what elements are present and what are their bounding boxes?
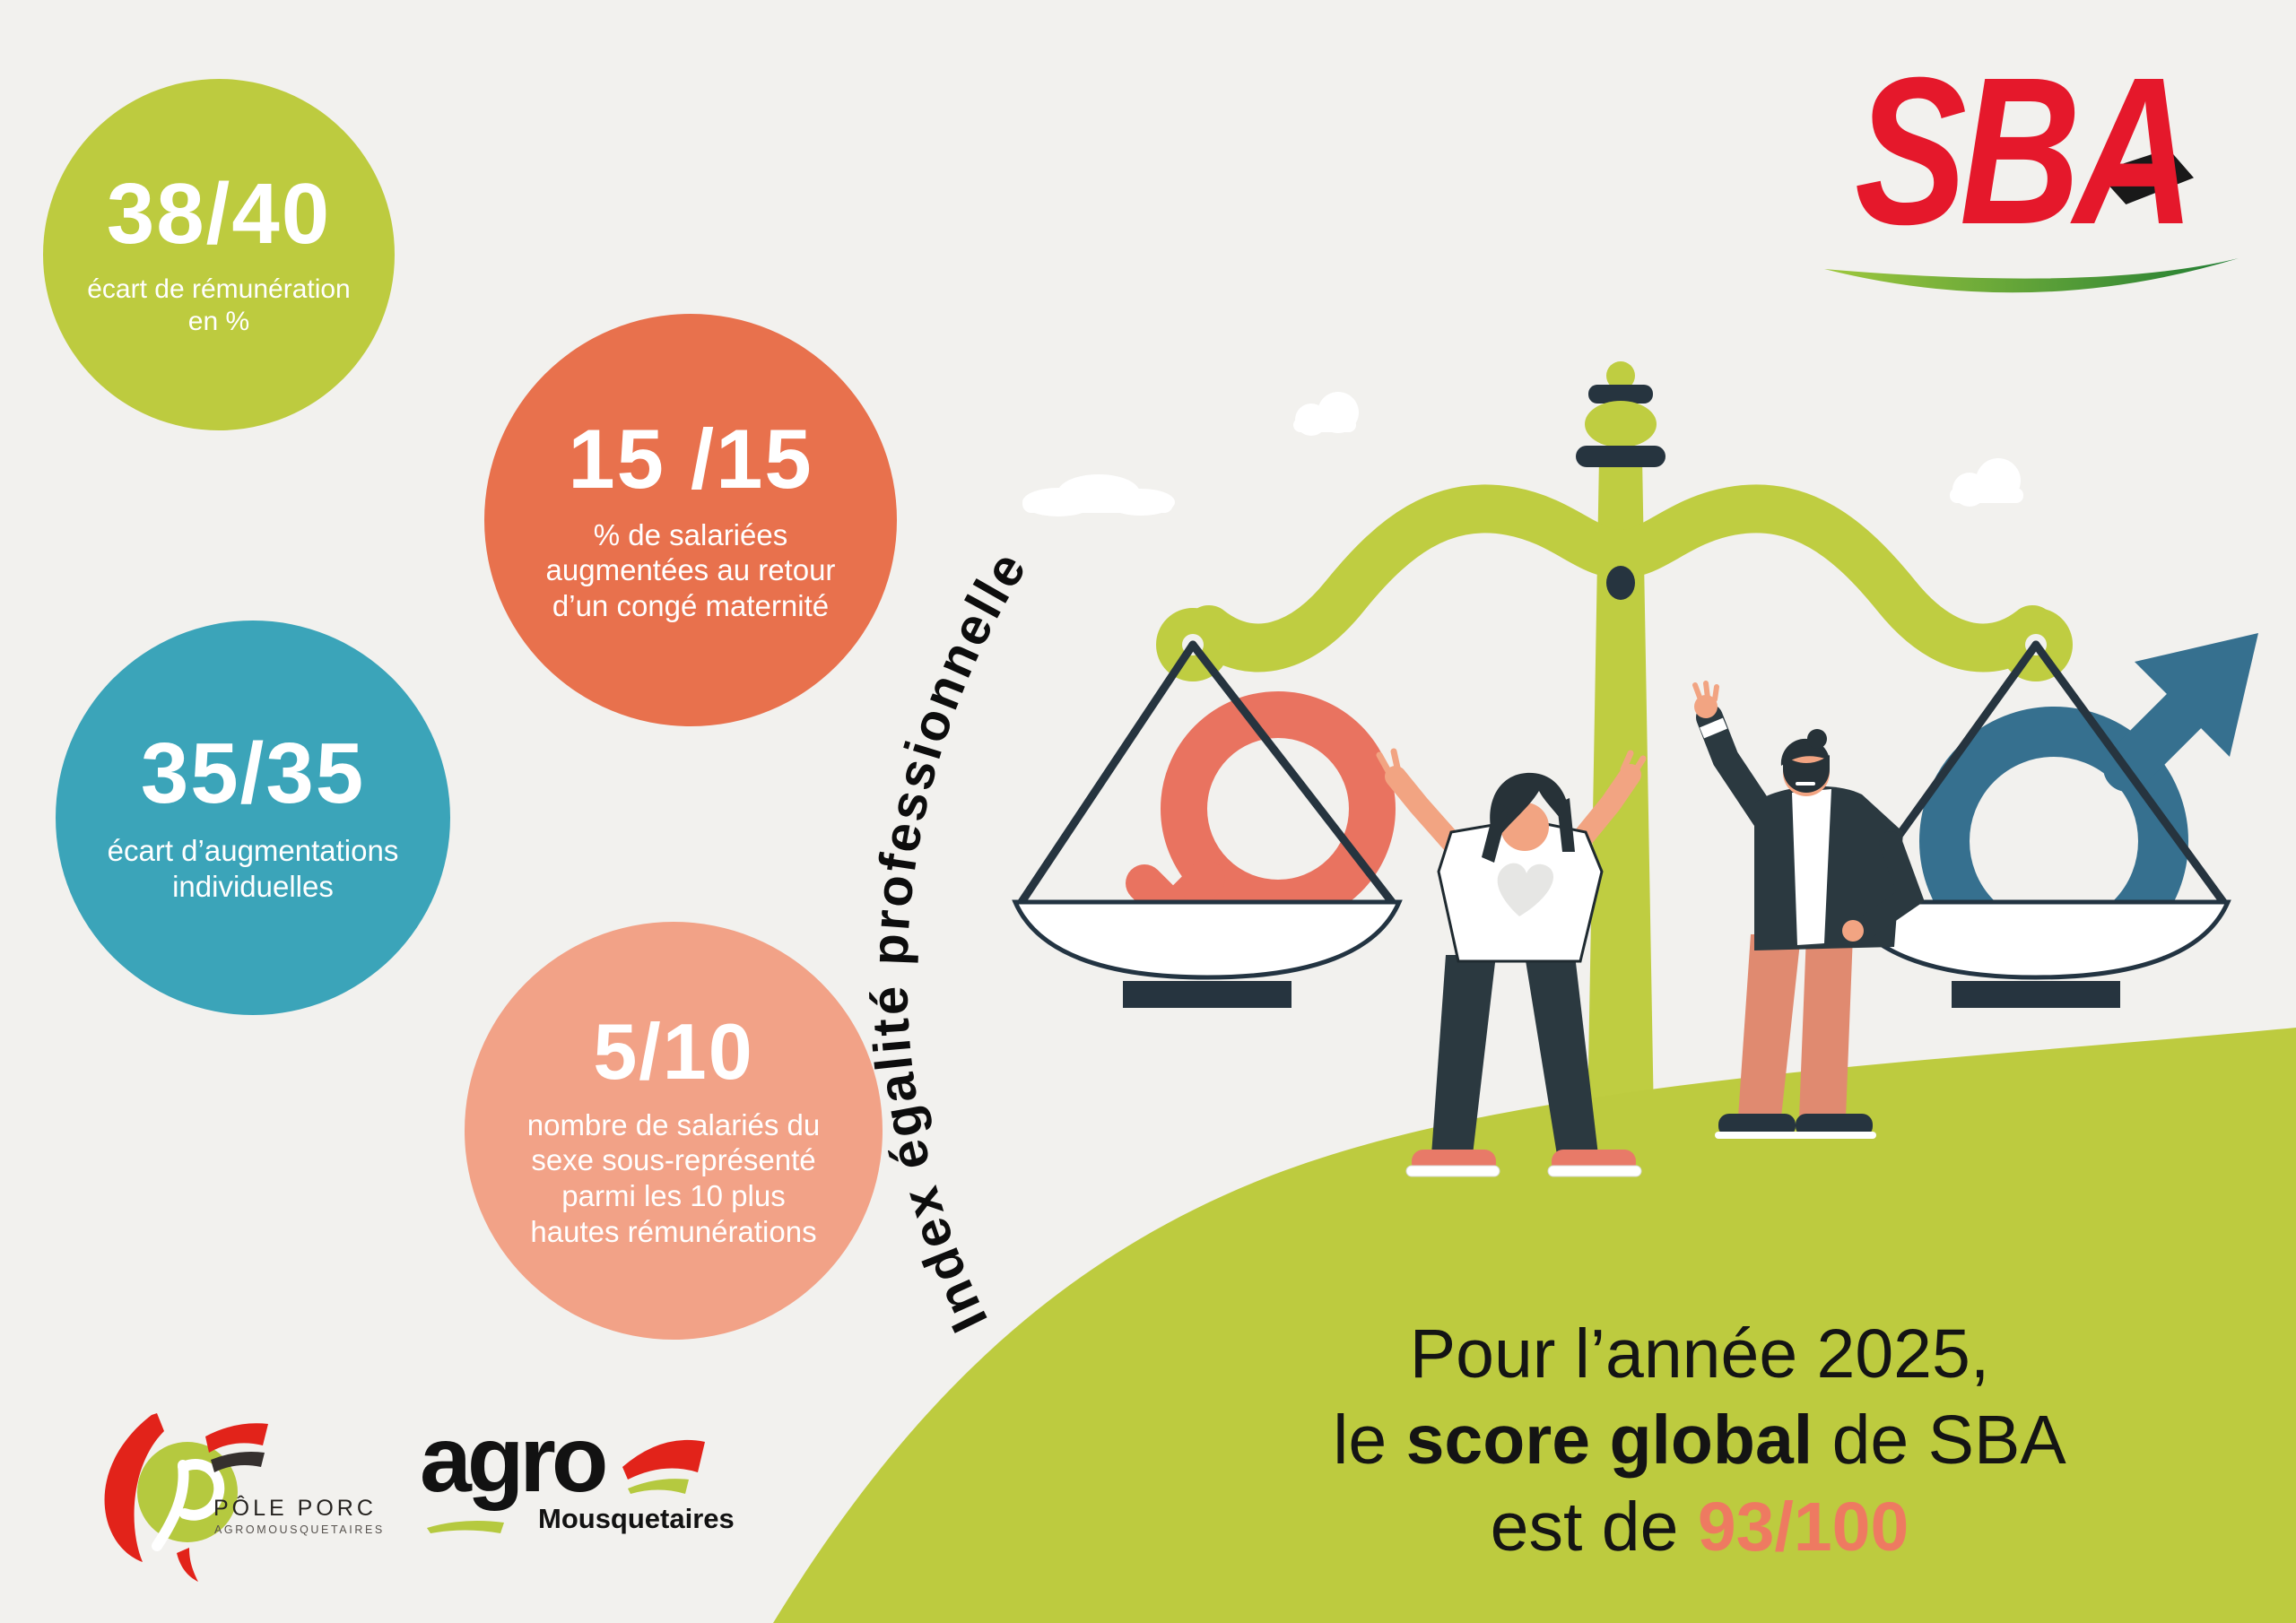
stat-desc-line: nombre de salariés du — [526, 1107, 821, 1141]
score-text-pre: le — [1333, 1402, 1406, 1480]
cloud-icon — [1950, 458, 2023, 507]
stat-desc-line: en % — [187, 307, 250, 336]
woman-figure — [1376, 748, 1647, 1177]
stat-desc-line: hautes rémunérations — [530, 1214, 817, 1248]
page-title-text: Index égalité professionnelle — [860, 540, 1036, 1341]
score-text: Pour l’année 2025, le score global de SB… — [1247, 1311, 2152, 1570]
score-line-1: Pour l’année 2025, — [1247, 1311, 2152, 1397]
agro-logo-subtext: Mousquetaires — [538, 1503, 735, 1534]
cloud-icon — [1022, 474, 1175, 516]
stat-desc-line: individuelles — [172, 870, 334, 903]
agro-mousquetaires-logo: agro Mousquetaires — [420, 1413, 805, 1553]
stat-desc-line: % de salariées — [593, 517, 788, 551]
score-value: 93/100 — [1697, 1488, 1909, 1566]
pole-porc-subtitle: AGROMOUSQUETAIRES — [214, 1523, 385, 1536]
page-title: Index égalité professionnelle — [860, 540, 1039, 1341]
agro-red-swoosh-icon — [622, 1439, 705, 1480]
agro-green-swoosh-icon — [628, 1479, 689, 1494]
score-global-label: score global — [1405, 1402, 1813, 1480]
score-year: Pour l’année 2025, — [1409, 1315, 1990, 1393]
stat-desc-line: parmi les 10 plus — [561, 1179, 786, 1212]
stat-value: 15 /15 — [568, 411, 813, 506]
stat-circle-augmentations: 35/35 écart d’augmentations individuelle… — [56, 621, 450, 1015]
sba-swoosh-icon — [1824, 258, 2239, 293]
score-line-2: le score global de SBA — [1247, 1397, 2152, 1483]
stat-desc-line: écart d’augmentations — [107, 834, 399, 868]
pole-porc-logo: PÔLE PORC AGROMOUSQUETAIRES — [94, 1406, 489, 1585]
stat-desc-line: sexe sous-représenté — [531, 1143, 816, 1177]
score-value-prefix: est de — [1490, 1488, 1698, 1566]
stat-circle-maternite: 15 /15 % de salariées augmentées au reto… — [484, 314, 897, 726]
pole-tip — [1606, 361, 1635, 390]
stat-description: écart d’augmentations individuelles — [108, 833, 399, 904]
sba-logo-text: SBA — [1855, 33, 2195, 268]
score-text-post: de SBA — [1813, 1402, 2066, 1480]
agro-logo-text: agro — [420, 1408, 608, 1512]
stat-circle-hautes-remunerations: 5/10 nombre de salariés du sexe sous-rep… — [465, 922, 883, 1340]
pole-ring — [1576, 446, 1665, 467]
man-figure — [1692, 681, 1925, 1139]
stat-value: 38/40 — [106, 166, 332, 262]
pole-porc-title: PÔLE PORC — [213, 1496, 377, 1521]
cloud-icon — [1293, 392, 1359, 436]
beam-curl-right — [1999, 608, 2073, 681]
heart-icon — [1497, 863, 1554, 916]
scale-pan-left — [1012, 899, 1403, 1008]
sba-logo: SBA — [1824, 34, 2260, 303]
stat-description: écart de rémunération en % — [87, 273, 351, 338]
stat-desc-line: augmentées au retour — [545, 553, 836, 587]
stat-desc-line: écart de rémunération — [87, 274, 351, 304]
pole-bulb — [1585, 401, 1657, 447]
pivot-dot — [1606, 566, 1635, 600]
stat-description: % de salariées augmentées au retour d’un… — [546, 517, 836, 624]
agro-green-swoosh-icon — [427, 1521, 504, 1533]
hill — [773, 1028, 2296, 1623]
stat-desc-line: d’un congé maternité — [552, 588, 830, 622]
beam-curl-left — [1156, 608, 1230, 681]
stat-description: nombre de salariés du sexe sous-représen… — [527, 1107, 821, 1249]
stat-circle-remuneration: 38/40 écart de rémunération en % — [43, 79, 395, 430]
scale-beam — [1185, 484, 2057, 673]
pole-porc-mark-icon — [104, 1413, 268, 1582]
scale-pan-right — [1840, 899, 2231, 1008]
man-bun — [1807, 729, 1827, 749]
pole-ring — [1588, 385, 1653, 404]
stat-value: 35/35 — [140, 725, 366, 822]
stat-value: 5/10 — [593, 1006, 754, 1096]
score-line-3: est de 93/100 — [1247, 1484, 2152, 1570]
